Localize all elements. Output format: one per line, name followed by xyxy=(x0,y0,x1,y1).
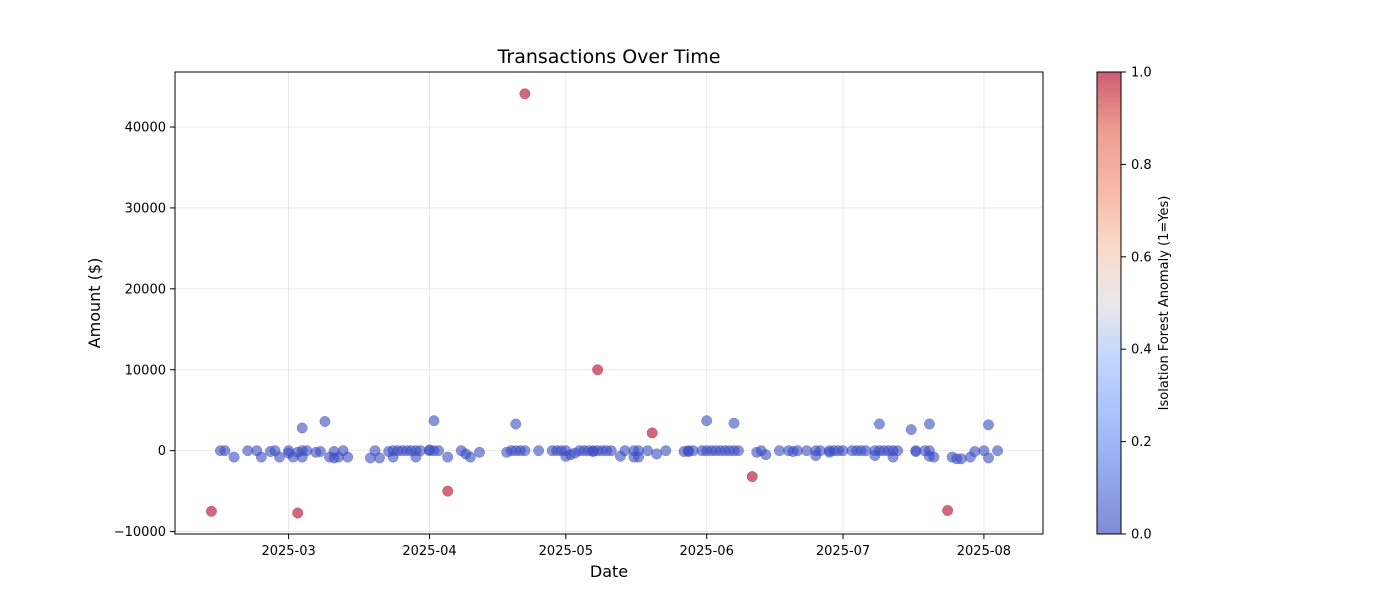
y-tick-label: 40000 xyxy=(125,121,166,136)
data-point xyxy=(442,451,454,463)
data-point xyxy=(892,445,904,457)
colorbar-tick-label: 0.4 xyxy=(1131,343,1152,358)
data-point xyxy=(928,451,940,463)
colorbar-frame xyxy=(1096,71,1122,535)
data-point xyxy=(605,445,617,457)
data-point xyxy=(760,449,772,461)
anomaly-point xyxy=(519,88,531,100)
colorbar-tick-label: 0.6 xyxy=(1131,250,1152,265)
x-tick-label: 2025-08 xyxy=(957,544,1011,559)
chart-title: Transactions Over Time xyxy=(497,46,721,68)
data-point xyxy=(314,446,326,457)
data-point xyxy=(905,424,917,436)
data-point xyxy=(296,422,308,434)
anomaly-point xyxy=(746,471,758,483)
data-point xyxy=(619,445,631,457)
anomaly-point xyxy=(646,427,658,439)
x-tick-label: 2025-07 xyxy=(816,544,870,559)
data-point xyxy=(733,445,744,457)
data-point xyxy=(533,445,545,457)
x-axis: 2025-03 2025-04 2025-05 2025-06 2025-07 2025-… xyxy=(261,534,1011,559)
colorbar-tick-label: 0.8 xyxy=(1131,158,1152,173)
data-point xyxy=(474,446,485,458)
data-point xyxy=(873,418,885,430)
data-point xyxy=(792,445,804,457)
colorbar-tick-label: 0.2 xyxy=(1131,435,1152,450)
data-point xyxy=(428,415,440,427)
y-tick-label: −10000 xyxy=(114,525,166,540)
colorbar-gradient xyxy=(1097,72,1121,534)
data-point xyxy=(651,448,663,460)
anomaly-point xyxy=(442,485,454,497)
colorbar-tick-label: 1.0 xyxy=(1131,66,1152,81)
data-point xyxy=(274,451,285,463)
y-axis: −10000 0 10000 20000 30000 40000 xyxy=(114,121,175,540)
data-point xyxy=(319,416,331,427)
anomaly-point xyxy=(205,505,217,517)
data-point xyxy=(519,445,531,457)
y-tick-label: 30000 xyxy=(125,201,166,216)
plot-frame xyxy=(174,71,1044,535)
data-point xyxy=(301,445,313,457)
data-point xyxy=(228,451,240,463)
colorbar-tick-label: 0.0 xyxy=(1131,528,1152,543)
data-point xyxy=(687,445,699,457)
anomaly-point xyxy=(592,364,604,376)
data-point xyxy=(219,445,231,457)
data-point xyxy=(992,445,1004,457)
data-point xyxy=(728,417,740,429)
x-tick-label: 2025-04 xyxy=(402,544,456,559)
anomaly-point xyxy=(942,505,954,516)
data-point xyxy=(242,445,254,457)
data-point xyxy=(860,445,872,457)
data-point xyxy=(433,445,445,457)
data-point xyxy=(837,445,849,457)
colorbar-ticks: 0.0 0.2 0.4 0.6 0.8 1.0 xyxy=(1121,66,1152,543)
colorbar: 0.0 0.2 0.4 0.6 0.8 1.0 Isolation Forest Anom… xyxy=(1096,66,1172,543)
data-point xyxy=(660,445,672,457)
data-point xyxy=(923,418,935,430)
data-point xyxy=(983,452,994,464)
x-tick-label: 2025-06 xyxy=(680,544,734,559)
y-tick-label: 0 xyxy=(158,444,166,459)
y-tick-label: 10000 xyxy=(125,363,166,378)
data-point xyxy=(801,445,813,457)
data-point xyxy=(342,451,354,463)
data-point xyxy=(773,445,785,457)
colorbar-title: Isolation Forest Anomaly (1=Yes) xyxy=(1157,196,1172,411)
data-point xyxy=(464,451,476,463)
data-point xyxy=(642,445,654,457)
data-point xyxy=(414,445,426,457)
data-point xyxy=(969,446,981,457)
data-point xyxy=(374,452,385,464)
x-tick-label: 2025-05 xyxy=(539,544,593,559)
x-axis-title: Date xyxy=(590,562,628,581)
anomaly-point xyxy=(292,507,304,519)
points-layer xyxy=(205,88,1004,519)
data-point xyxy=(814,445,826,457)
x-tick-label: 2025-03 xyxy=(261,544,315,559)
y-tick-label: 20000 xyxy=(125,282,166,297)
data-point xyxy=(701,415,713,427)
y-axis-title: Amount ($) xyxy=(85,258,104,349)
data-point xyxy=(955,453,967,465)
data-point xyxy=(255,451,267,463)
data-point xyxy=(983,419,994,431)
data-point xyxy=(510,418,522,430)
data-point xyxy=(633,451,644,463)
